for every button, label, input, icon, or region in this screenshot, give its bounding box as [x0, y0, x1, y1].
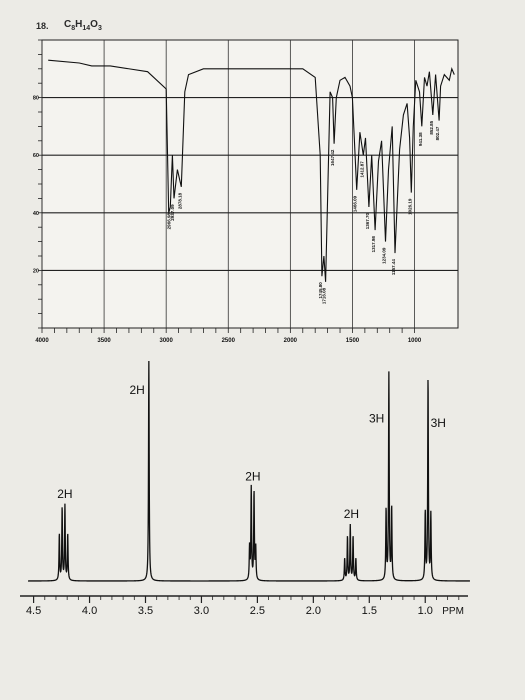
nmr-x-tick-label: 4.5 [26, 605, 41, 617]
ir-peak-label: 2937.09 [170, 204, 175, 221]
nmr-x-tick-label: 1.0 [418, 605, 433, 617]
nmr-integration-label: 2H [344, 507, 359, 521]
ir-peak-label: 1026.19 [407, 198, 412, 215]
ir-x-tick-label: 2000 [284, 338, 298, 344]
ir-peak-label: 1412.87 [359, 161, 364, 178]
ir-spectrum-trace [48, 59, 455, 282]
nmr-x-tick-label: 3.0 [194, 605, 209, 617]
problem-number: 18. [36, 21, 49, 31]
ir-y-tick-label: 80 [33, 96, 39, 102]
nmr-x-tick-label: 3.5 [138, 605, 153, 617]
nmr-integration-label: 2H [57, 487, 72, 501]
nmr-integration-label: 2H [245, 470, 260, 484]
ir-y-tick-label: 40 [33, 211, 39, 217]
nmr-x-tick-label: 4.0 [82, 605, 97, 617]
ir-x-tick-label: 1500 [346, 338, 360, 344]
molecular-formula: C8H14O3 [64, 19, 102, 32]
nmr-integration-label: 3H [369, 412, 384, 426]
ir-peak-label: 802.47 [435, 126, 440, 140]
ir-peak-label: 1716.08 [322, 287, 327, 304]
ir-x-tick-label: 1000 [408, 338, 422, 344]
nmr-integration-label: 3H [431, 416, 446, 430]
ir-x-tick-label: 3500 [97, 338, 111, 344]
ir-x-tick-label: 2500 [222, 338, 236, 344]
ir-y-tick-label: 60 [33, 153, 39, 159]
ir-peak-label: 852.85 [429, 120, 434, 134]
ir-plot-frame [41, 39, 459, 329]
nmr-x-tick-label: 2.0 [306, 605, 321, 617]
ir-peak-label: 1317.98 [371, 236, 376, 253]
nmr-integration-label: 2H [130, 383, 145, 397]
ir-x-tick-label: 4000 [35, 338, 49, 344]
ir-peak-label: 1466.09 [353, 195, 358, 212]
nmr-spectrum-trace [28, 360, 470, 582]
ir-y-tick-label: 20 [33, 268, 39, 274]
ir-peak-label: 1234.09 [382, 247, 387, 264]
nmr-x-tick-label: 2.5 [250, 605, 265, 617]
nmr-x-axis-unit: PPM [442, 606, 464, 617]
ir-peak-label: 2966.98 [166, 213, 171, 230]
ir-peak-label: 1157.44 [391, 259, 396, 276]
ir-peak-label: 2878.18 [177, 192, 182, 209]
ir-peak-label: 1647.42 [330, 149, 335, 166]
ir-peak-label: 941.38 [418, 132, 423, 146]
ir-x-tick-label: 3000 [159, 338, 173, 344]
nmr-x-tick-label: 1.5 [362, 605, 377, 617]
ir-peak-label: 1745.80 [318, 282, 323, 299]
ir-peak-label: 1367.70 [365, 213, 370, 230]
